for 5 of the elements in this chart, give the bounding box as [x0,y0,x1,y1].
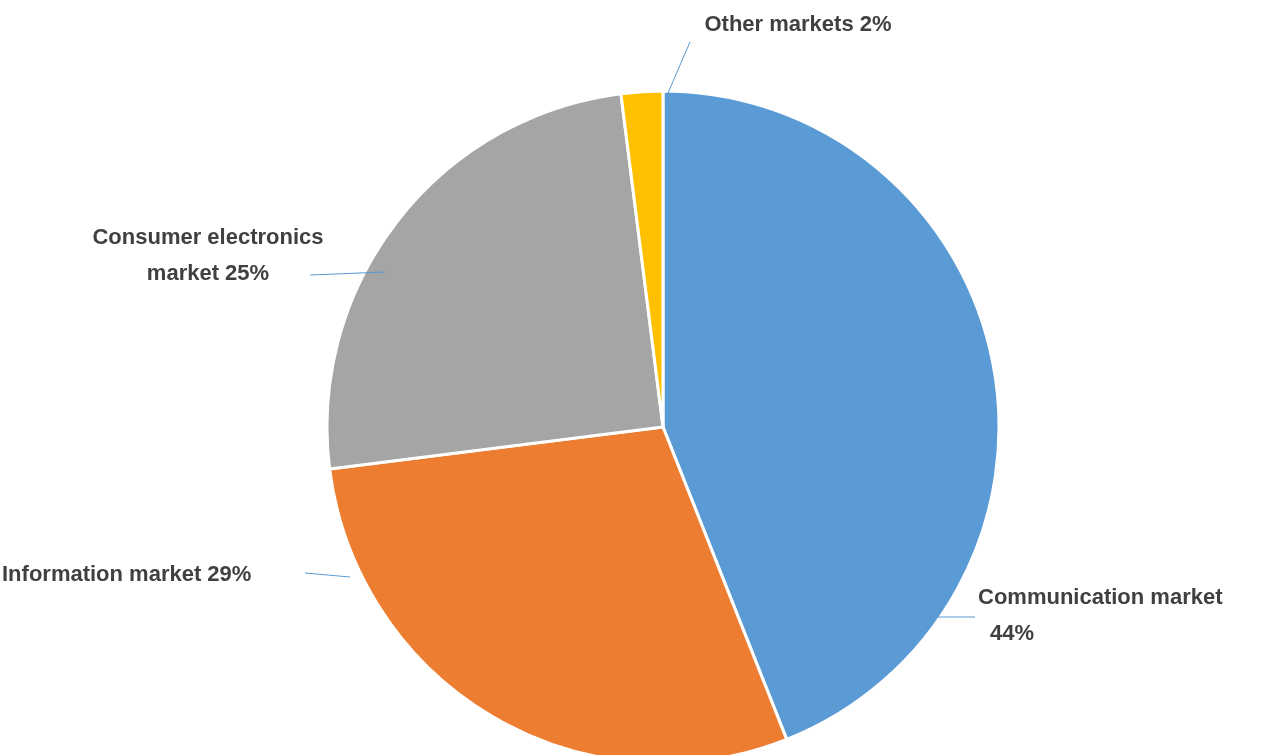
slice-label: Communication market [978,584,1224,609]
data-label: 44% [990,620,1035,645]
slice-label: Other markets 2% [704,11,892,36]
slice-label: Information market 29% [2,561,252,586]
slice-label: Consumer electronics market 25% [92,224,324,285]
